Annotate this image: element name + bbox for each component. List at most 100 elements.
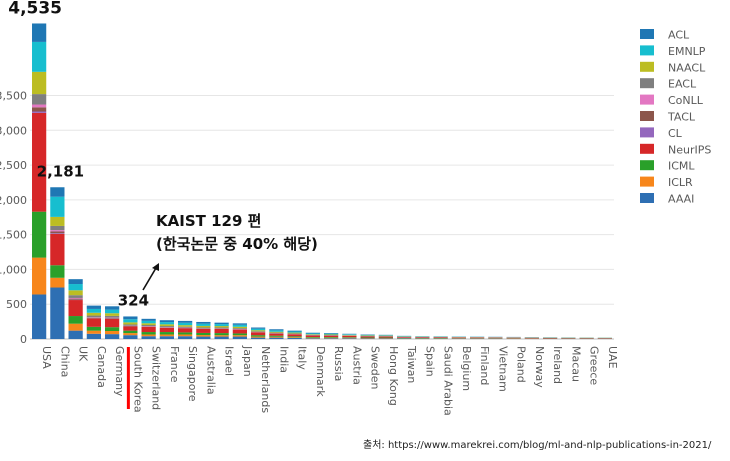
x-tick-label: Singapore bbox=[186, 346, 199, 402]
bar-segment bbox=[196, 336, 211, 339]
bar-segment bbox=[360, 334, 375, 336]
bar-segment bbox=[342, 335, 357, 338]
x-tick-label: Netherlands bbox=[259, 346, 272, 413]
bar-segment bbox=[269, 336, 284, 338]
legend-swatch bbox=[640, 61, 654, 72]
y-tick-label: 0 bbox=[20, 333, 27, 346]
x-tick-label: France bbox=[168, 346, 181, 383]
bar-segment bbox=[32, 112, 47, 212]
bar-segment bbox=[32, 104, 47, 108]
bar-segment bbox=[214, 336, 229, 339]
legend-item: ACL bbox=[640, 29, 690, 42]
bar-segment bbox=[86, 308, 101, 313]
legend-label: ICML bbox=[668, 160, 695, 173]
bar-stack bbox=[232, 323, 247, 339]
bar-segment bbox=[232, 336, 247, 339]
bar-segment bbox=[32, 41, 47, 72]
bar-segment bbox=[196, 323, 211, 326]
bar-segment bbox=[232, 333, 247, 336]
data-labels: 4,535 2,181 324 bbox=[8, 0, 149, 309]
total-label: 4,535 bbox=[8, 0, 62, 18]
bar-segment bbox=[141, 325, 156, 327]
legend: ACL EMNLP NAACL EACL CoNLL TACL CL NeurIPS ICML I… bbox=[640, 29, 711, 206]
bar-segment bbox=[123, 322, 138, 325]
bar-segment bbox=[196, 321, 211, 324]
bar-stack bbox=[543, 337, 558, 339]
x-tick-label: Vietnam bbox=[496, 346, 509, 392]
bar-segment bbox=[287, 333, 302, 334]
bar-segment bbox=[305, 338, 320, 339]
legend-label: EACL bbox=[668, 78, 697, 91]
bar-segment bbox=[159, 322, 174, 325]
bar-segment bbox=[287, 337, 302, 338]
bar-stack bbox=[32, 23, 47, 339]
x-tick-label: China bbox=[58, 346, 71, 377]
bar-segment bbox=[196, 332, 211, 336]
bar-segment bbox=[105, 327, 120, 331]
bar-segment bbox=[68, 330, 83, 339]
x-tick-label: UK bbox=[77, 346, 90, 362]
bar-segment bbox=[86, 318, 101, 327]
x-tick-label: Australia bbox=[204, 346, 217, 395]
bar-segment bbox=[214, 322, 229, 325]
legend-swatch bbox=[640, 29, 654, 39]
bar-segment bbox=[50, 187, 65, 197]
bar-segment bbox=[159, 324, 174, 327]
x-tick-label: Israel bbox=[223, 346, 236, 376]
bar-segment bbox=[178, 325, 193, 327]
bar-segment bbox=[178, 326, 193, 328]
bar-segment bbox=[178, 320, 193, 323]
bar-segment bbox=[105, 315, 120, 318]
bar-segment bbox=[50, 216, 65, 226]
bar-segment bbox=[123, 326, 138, 331]
bar-segment bbox=[32, 211, 47, 258]
bar-segment bbox=[105, 309, 120, 314]
bar-segment bbox=[123, 330, 138, 334]
bar-stack bbox=[451, 336, 466, 339]
legend-item: NAACL bbox=[640, 61, 706, 74]
bar-segment bbox=[305, 335, 320, 338]
bar-segment bbox=[269, 335, 284, 337]
legend-item: EMNLP bbox=[640, 45, 706, 58]
legend-swatch bbox=[640, 78, 654, 89]
bar-segment bbox=[214, 335, 229, 337]
bar-segment bbox=[68, 279, 83, 285]
bar-stack bbox=[141, 318, 156, 339]
bar-segment bbox=[324, 337, 339, 339]
bar-segment bbox=[269, 330, 284, 332]
bar-segment bbox=[86, 312, 101, 316]
bar-stack bbox=[159, 320, 174, 339]
x-tick-label: Germany bbox=[113, 346, 126, 397]
bar-segment bbox=[178, 336, 193, 339]
x-tick-label: Italy bbox=[296, 346, 309, 370]
bar-segment bbox=[68, 284, 83, 291]
bar-segment bbox=[105, 330, 120, 335]
x-tick-label: Finland bbox=[478, 346, 491, 385]
legend-item: AAAI bbox=[640, 193, 694, 206]
bar-segment bbox=[50, 287, 65, 339]
bar-segment bbox=[159, 320, 174, 323]
bar-segment bbox=[232, 326, 247, 329]
y-tick-label: 1,500 bbox=[0, 229, 27, 242]
bar-stack bbox=[86, 305, 101, 339]
bars bbox=[32, 23, 612, 339]
bar-segment bbox=[141, 318, 156, 321]
bar-segment bbox=[324, 333, 339, 335]
legend-label: AAAI bbox=[668, 193, 694, 206]
y-tick-label: 2,000 bbox=[0, 194, 27, 207]
annotation-line-1: KAIST 129 편 bbox=[156, 212, 261, 230]
x-tick-label: Macau bbox=[569, 346, 582, 382]
bar-segment bbox=[50, 230, 65, 232]
bar-segment bbox=[196, 325, 211, 328]
legend-swatch bbox=[640, 127, 654, 138]
bar-segment bbox=[159, 332, 174, 335]
bar-segment bbox=[105, 318, 120, 319]
bar-segment bbox=[141, 336, 156, 339]
bar-segment bbox=[324, 335, 339, 338]
bar-segment bbox=[68, 297, 83, 299]
bar-segment bbox=[50, 233, 65, 266]
bar-segment bbox=[141, 320, 156, 324]
bar-segment bbox=[105, 306, 120, 310]
bar-segment bbox=[232, 328, 247, 329]
bar-stack bbox=[214, 322, 229, 339]
